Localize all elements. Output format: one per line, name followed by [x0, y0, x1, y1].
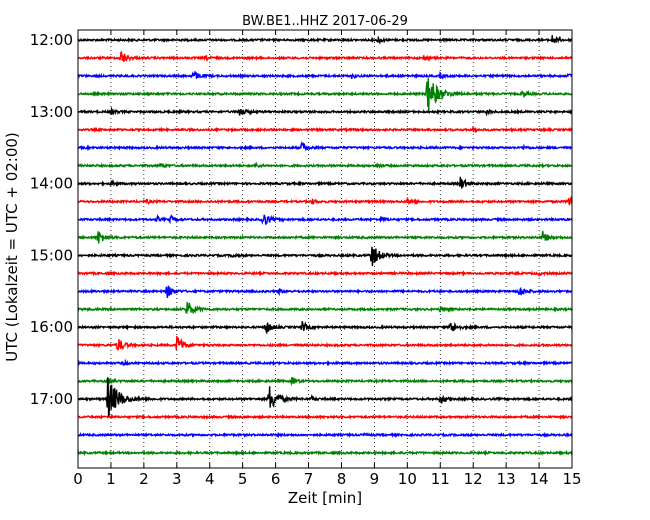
- x-tick-label: 11: [431, 470, 450, 488]
- y-tick-label: 15:00: [30, 246, 73, 264]
- chart-title: BW.BE1..HHZ 2017-06-29: [242, 14, 408, 29]
- trace-1630: [77, 358, 573, 367]
- trace-1215: [77, 50, 573, 63]
- trace-1700: [77, 377, 573, 417]
- x-tick-label: 13: [497, 470, 516, 488]
- x-axis-label: Zeit [min]: [288, 489, 362, 507]
- trace-1545: [77, 302, 573, 315]
- x-tick-label: 8: [337, 470, 347, 488]
- trace-1730: [77, 431, 573, 439]
- x-tick-label: 14: [530, 470, 549, 488]
- x-tick-label: 6: [271, 470, 281, 488]
- trace-1600: [77, 320, 573, 335]
- trace-1245: [77, 78, 573, 112]
- y-tick-label: 13:00: [30, 103, 73, 121]
- y-tick-label: 17:00: [30, 390, 73, 408]
- trace-1445: [77, 230, 573, 244]
- trace-1515: [77, 270, 573, 278]
- y-tick-label: 14:00: [30, 175, 73, 193]
- x-tick-label: 9: [370, 470, 380, 488]
- trace-1530: [77, 285, 573, 298]
- x-tick-label: 10: [398, 470, 417, 488]
- trace-1345: [77, 161, 573, 170]
- trace-1315: [77, 125, 573, 134]
- trace-1430: [77, 213, 573, 225]
- x-tick-label: 15: [562, 470, 581, 488]
- trace-1400: [77, 176, 573, 189]
- y-tick-label: 16:00: [30, 318, 73, 336]
- trace-group: [77, 35, 573, 457]
- trace-1645: [77, 376, 573, 387]
- axis-ticks: 0 1 2 3 4 5 6 7 8 9 10 11 12 13 14 1512:0013:0014:0015:…: [30, 30, 582, 488]
- y-axis-label: UTC (Lokalzeit = UTC + 02:00): [3, 132, 21, 362]
- trace-1615: [77, 336, 573, 351]
- x-tick-label: 12: [464, 470, 483, 488]
- trace-1300: [77, 106, 573, 117]
- x-tick-label: 1: [106, 470, 116, 488]
- x-tick-label: 0: [73, 470, 83, 488]
- trace-1200: [77, 35, 573, 45]
- x-tick-label: 2: [139, 470, 149, 488]
- plot-frame: [77, 29, 573, 469]
- trace-1715: [77, 413, 573, 421]
- trace-1230: [77, 71, 573, 80]
- trace-1330: [77, 141, 573, 152]
- trace-1500: [77, 246, 573, 267]
- x-tick-label: 3: [172, 470, 182, 488]
- trace-1415: [77, 195, 573, 206]
- x-tick-label: 5: [238, 470, 248, 488]
- x-tick-label: 7: [304, 470, 314, 488]
- trace-1745: [77, 449, 573, 457]
- y-tick-label: 12:00: [30, 31, 73, 49]
- x-tick-label: 4: [205, 470, 215, 488]
